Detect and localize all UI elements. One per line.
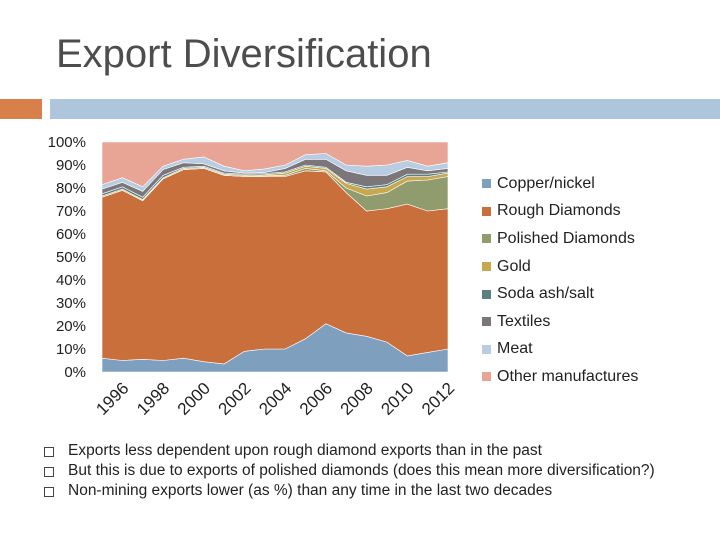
y-tick-label: 60%: [56, 226, 86, 243]
legend-label: Rough Diamonds: [497, 202, 621, 220]
legend-item: Copper/nickel: [482, 170, 638, 198]
legend-label: Polished Diamonds: [497, 229, 635, 247]
x-tick-label: 2010: [377, 379, 417, 419]
legend-label: Soda ash/salt: [497, 285, 594, 303]
y-tick-label: 30%: [56, 295, 86, 312]
x-axis-tick-labels: 1996 1998 2000 2002 2004 2006 2008 2010 2012: [92, 379, 458, 419]
legend-item: Gold: [482, 253, 638, 281]
legend-label: Textiles: [497, 312, 551, 330]
legend-item: Rough Diamonds: [482, 198, 638, 226]
y-tick-label: 70%: [56, 203, 86, 220]
area-other-manufactures: [101, 141, 449, 188]
title-accent-bar-orange: [0, 99, 42, 119]
bullet-item: Exports less dependent upon rough diamon…: [44, 442, 704, 460]
legend-swatch: [482, 234, 491, 244]
legend-item: Polished Diamonds: [482, 225, 638, 253]
x-tick-label: 2008: [337, 379, 377, 419]
legend-swatch: [482, 344, 491, 354]
legend-label: Other manufactures: [497, 367, 639, 385]
y-tick-label: 10%: [56, 341, 86, 358]
bullet-text: Non-mining exports lower (as %) than any…: [68, 482, 553, 499]
legend-swatch: [482, 289, 491, 299]
x-tick-label: 2002: [215, 379, 255, 419]
x-tick-label: 2012: [418, 379, 458, 419]
legend-label: Meat: [497, 340, 533, 358]
title-accent-bar-blue: [50, 99, 720, 119]
legend-swatch: [482, 317, 491, 327]
legend-item: Textiles: [482, 308, 638, 336]
legend-label: Copper/nickel: [497, 174, 595, 192]
x-tick-label: 1996: [92, 379, 132, 419]
bullet-item: But this is due to exports of polished d…: [44, 462, 704, 480]
stacked-area-chart: 0% 10% 20% 30% 40% 50% 60% 70% 80% 90% 100% 1996 19…: [48, 134, 459, 419]
x-tick-label: 2004: [255, 379, 295, 419]
x-tick-label: 1998: [133, 379, 173, 419]
bullet-text: But this is due to exports of polished d…: [68, 462, 655, 479]
legend-swatch: [482, 262, 491, 272]
chart-areas: [101, 141, 449, 373]
legend-label: Gold: [497, 257, 531, 275]
y-tick-label: 100%: [48, 134, 86, 151]
y-tick-label: 40%: [56, 272, 86, 289]
legend-swatch: [482, 179, 491, 189]
slide-title: Export Diversification: [56, 32, 432, 76]
y-tick-label: 80%: [56, 180, 86, 197]
y-tick-label: 0%: [64, 364, 86, 381]
legend-item: Meat: [482, 336, 638, 364]
legend-swatch: [482, 372, 491, 382]
y-axis-tick-labels: 0% 10% 20% 30% 40% 50% 60% 70% 80% 90% 100%: [48, 134, 86, 381]
x-tick-label: 2006: [296, 379, 336, 419]
bullet-text: Exports less dependent upon rough diamon…: [68, 442, 542, 459]
bullet-box-icon: [44, 447, 54, 457]
x-tick-label: 2000: [174, 379, 214, 419]
bullet-list: Exports less dependent upon rough diamon…: [44, 442, 704, 502]
bullet-box-icon: [44, 487, 54, 497]
legend-item: Other manufactures: [482, 363, 638, 391]
chart-legend: Copper/nickel Rough Diamonds Polished Diam…: [482, 170, 638, 391]
y-tick-label: 20%: [56, 318, 86, 335]
legend-swatch: [482, 206, 491, 216]
legend-item: Soda ash/salt: [482, 280, 638, 308]
bullet-box-icon: [44, 467, 54, 477]
bullet-item: Non-mining exports lower (as %) than any…: [44, 482, 704, 500]
y-tick-label: 90%: [56, 157, 86, 174]
y-tick-label: 50%: [56, 249, 86, 266]
